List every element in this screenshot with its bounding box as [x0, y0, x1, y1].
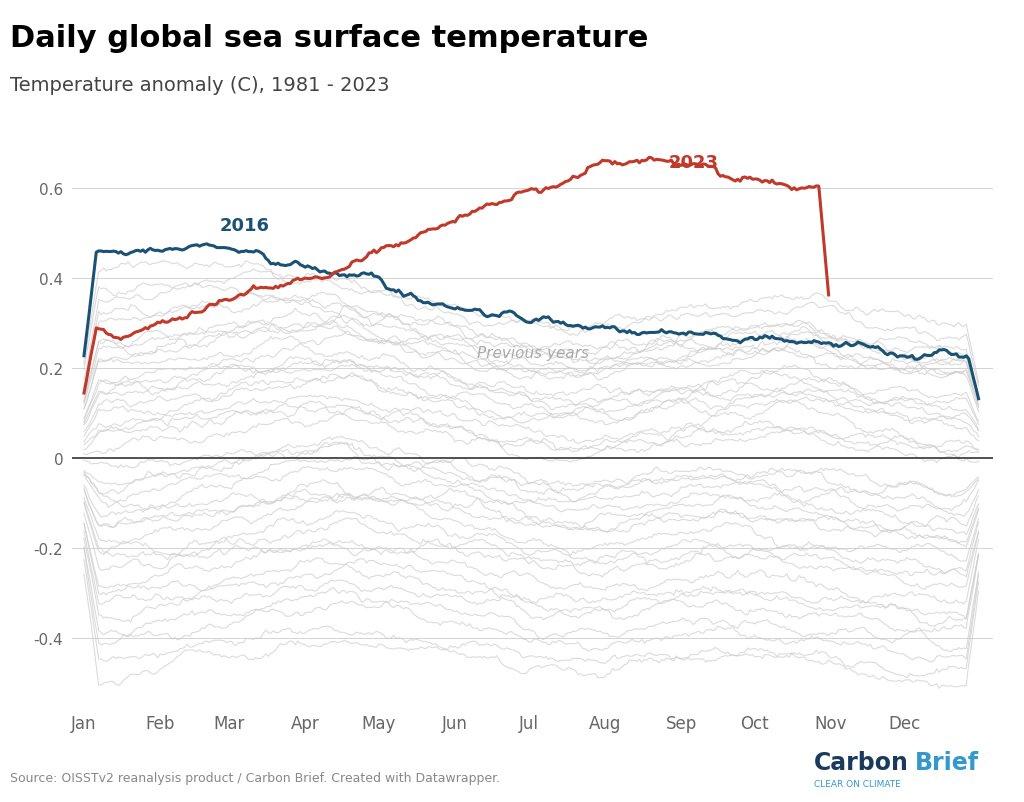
Text: Previous years: Previous years — [477, 346, 589, 361]
Text: Source: OISSTv2 reanalysis product / Carbon Brief. Created with Datawrapper.: Source: OISSTv2 reanalysis product / Car… — [10, 772, 501, 784]
Text: Carbon: Carbon — [814, 750, 909, 774]
Text: Brief: Brief — [914, 750, 979, 774]
Text: Daily global sea surface temperature: Daily global sea surface temperature — [10, 24, 648, 53]
Text: CLEAR ON CLIMATE: CLEAR ON CLIMATE — [814, 779, 901, 788]
Text: 2016: 2016 — [219, 217, 269, 235]
Text: 2023: 2023 — [669, 153, 719, 172]
Text: Temperature anomaly (C), 1981 - 2023: Temperature anomaly (C), 1981 - 2023 — [10, 76, 390, 95]
